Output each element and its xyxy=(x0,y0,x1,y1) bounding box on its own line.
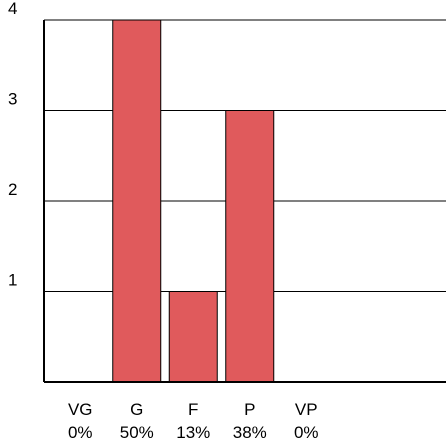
y-tick-label: 1 xyxy=(8,271,17,290)
bar-g xyxy=(112,19,162,383)
percent-label: 38% xyxy=(233,423,267,442)
percent-label: 13% xyxy=(176,423,210,442)
percent-labels: 0% 50% 13% 38% 0% xyxy=(68,423,319,442)
category-label: VG xyxy=(68,400,93,419)
y-tick-labels: 1 2 3 4 xyxy=(8,0,17,290)
y-tick-label: 3 xyxy=(8,90,17,109)
category-label: F xyxy=(188,400,198,419)
bar-f xyxy=(168,291,218,383)
percent-label: 50% xyxy=(120,423,154,442)
percent-label: 0% xyxy=(294,423,319,442)
bar-p xyxy=(225,110,275,383)
y-tick-label: 4 xyxy=(8,0,17,18)
category-labels: VG G F P VP xyxy=(68,400,318,419)
percent-label: 0% xyxy=(68,423,93,442)
category-label: VP xyxy=(295,400,318,419)
y-tick-label: 2 xyxy=(8,180,17,199)
category-label: P xyxy=(244,400,255,419)
category-label: G xyxy=(130,400,143,419)
